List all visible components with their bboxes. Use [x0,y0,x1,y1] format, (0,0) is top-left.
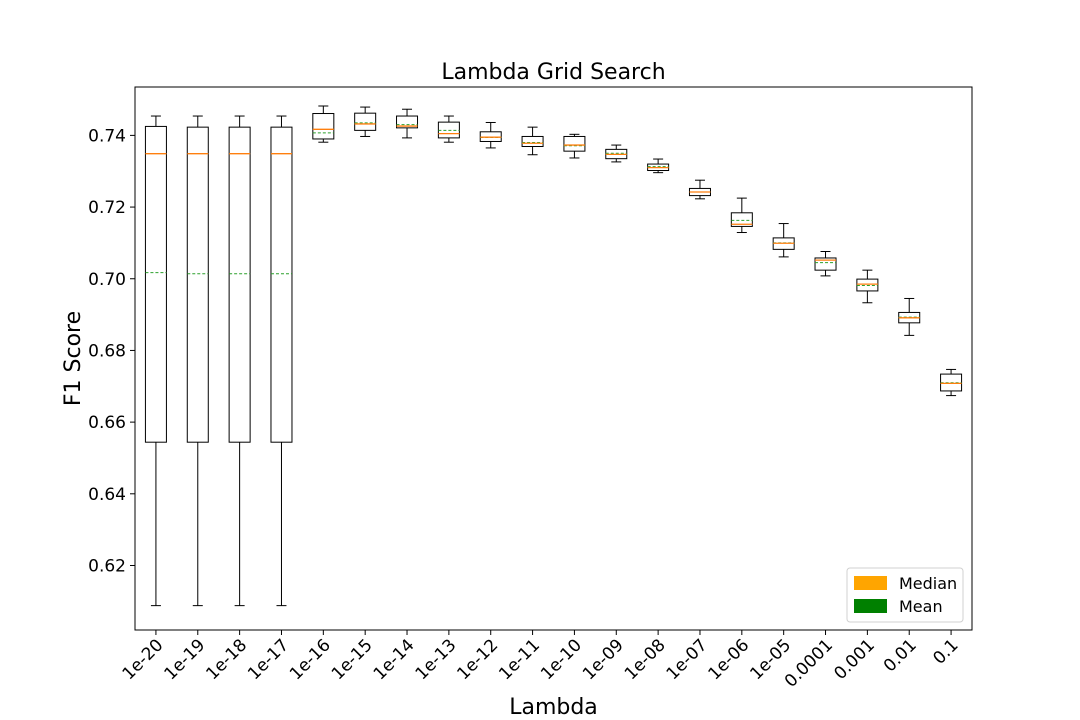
box-1e-20 [144,115,167,607]
box-0.01 [898,297,921,336]
y-tick-label: 0.74 [88,126,126,146]
iqr-box [228,126,251,443]
box-1e-15 [354,106,377,137]
x-tick-label: 1e-18 [202,635,251,684]
x-tick-label: 0.001 [830,635,879,684]
iqr-box [521,135,544,147]
y-tick-label: 0.70 [88,270,126,290]
box-1e-06 [730,197,753,234]
x-tick-label: 1e-15 [328,635,377,684]
x-tick-label: 1e-12 [453,635,502,684]
x-tick-label: 1e-07 [663,635,712,684]
iqr-box [270,126,293,443]
box-1e-09 [605,144,628,163]
box-1e-08 [647,158,670,174]
x-tick-label: 1e-11 [495,635,544,684]
box-1e-11 [521,126,544,156]
x-tick-label: 1e-09 [579,635,628,684]
x-tick-label: 1e-08 [621,635,670,684]
box-1e-12 [479,121,502,149]
legend-label-median: Median [899,574,957,593]
y-tick-label: 0.64 [88,485,126,505]
iqr-box [144,125,167,443]
x-tick-label: 1e-10 [537,635,586,684]
box-1e-14 [396,108,419,139]
box-1e-18 [228,115,251,607]
iqr-box [312,113,335,140]
x-tick-label: 1e-17 [244,635,293,684]
box-0.1 [940,368,963,397]
chart-title: Lambda Grid Search [441,60,665,85]
iqr-box [186,126,209,443]
iqr-box [814,257,837,271]
x-tick-label: 1e-16 [286,635,335,684]
iqr-box [563,135,586,152]
box-1e-19 [186,115,209,607]
box-1e-13 [437,115,460,143]
y-axis-ticks: 0.62 0.64 0.66 0.68 0.70 0.72 0.74 [88,126,135,576]
y-tick-label: 0.68 [88,341,126,361]
x-tick-label: 0.1 [929,635,962,668]
iqr-box [396,115,419,129]
x-tick-label: 1e-06 [705,635,754,684]
y-tick-label: 0.72 [88,198,126,218]
box-0.0001 [814,251,837,277]
x-axis-label: Lambda [509,695,598,720]
legend-swatch-mean [854,599,887,613]
x-axis-ticks: 1e-201e-191e-181e-171e-161e-151e-141e-13… [119,630,963,692]
x-tick-label: 0.01 [880,635,921,676]
boxes-layer [144,105,963,607]
y-tick-label: 0.62 [88,556,126,576]
x-tick-label: 1e-20 [119,635,168,684]
box-0.001 [856,269,879,304]
x-tick-label: 1e-19 [160,635,209,684]
box-1e-05 [772,223,795,258]
x-tick-label: 1e-14 [370,635,419,684]
iqr-box [730,212,753,227]
box-1e-16 [312,105,335,143]
legend: Median Mean [846,567,964,623]
y-axis-label: F1 Score [61,311,86,406]
box-1e-10 [563,133,586,159]
y-tick-label: 0.66 [88,413,126,433]
x-tick-label: 1e-13 [412,635,461,684]
iqr-box [354,112,377,131]
box-1e-17 [270,115,293,607]
legend-swatch-median [854,576,887,590]
plot-frame [134,86,973,631]
legend-label-mean: Mean [899,597,943,616]
box-1e-07 [688,179,711,200]
iqr-box [856,278,879,292]
